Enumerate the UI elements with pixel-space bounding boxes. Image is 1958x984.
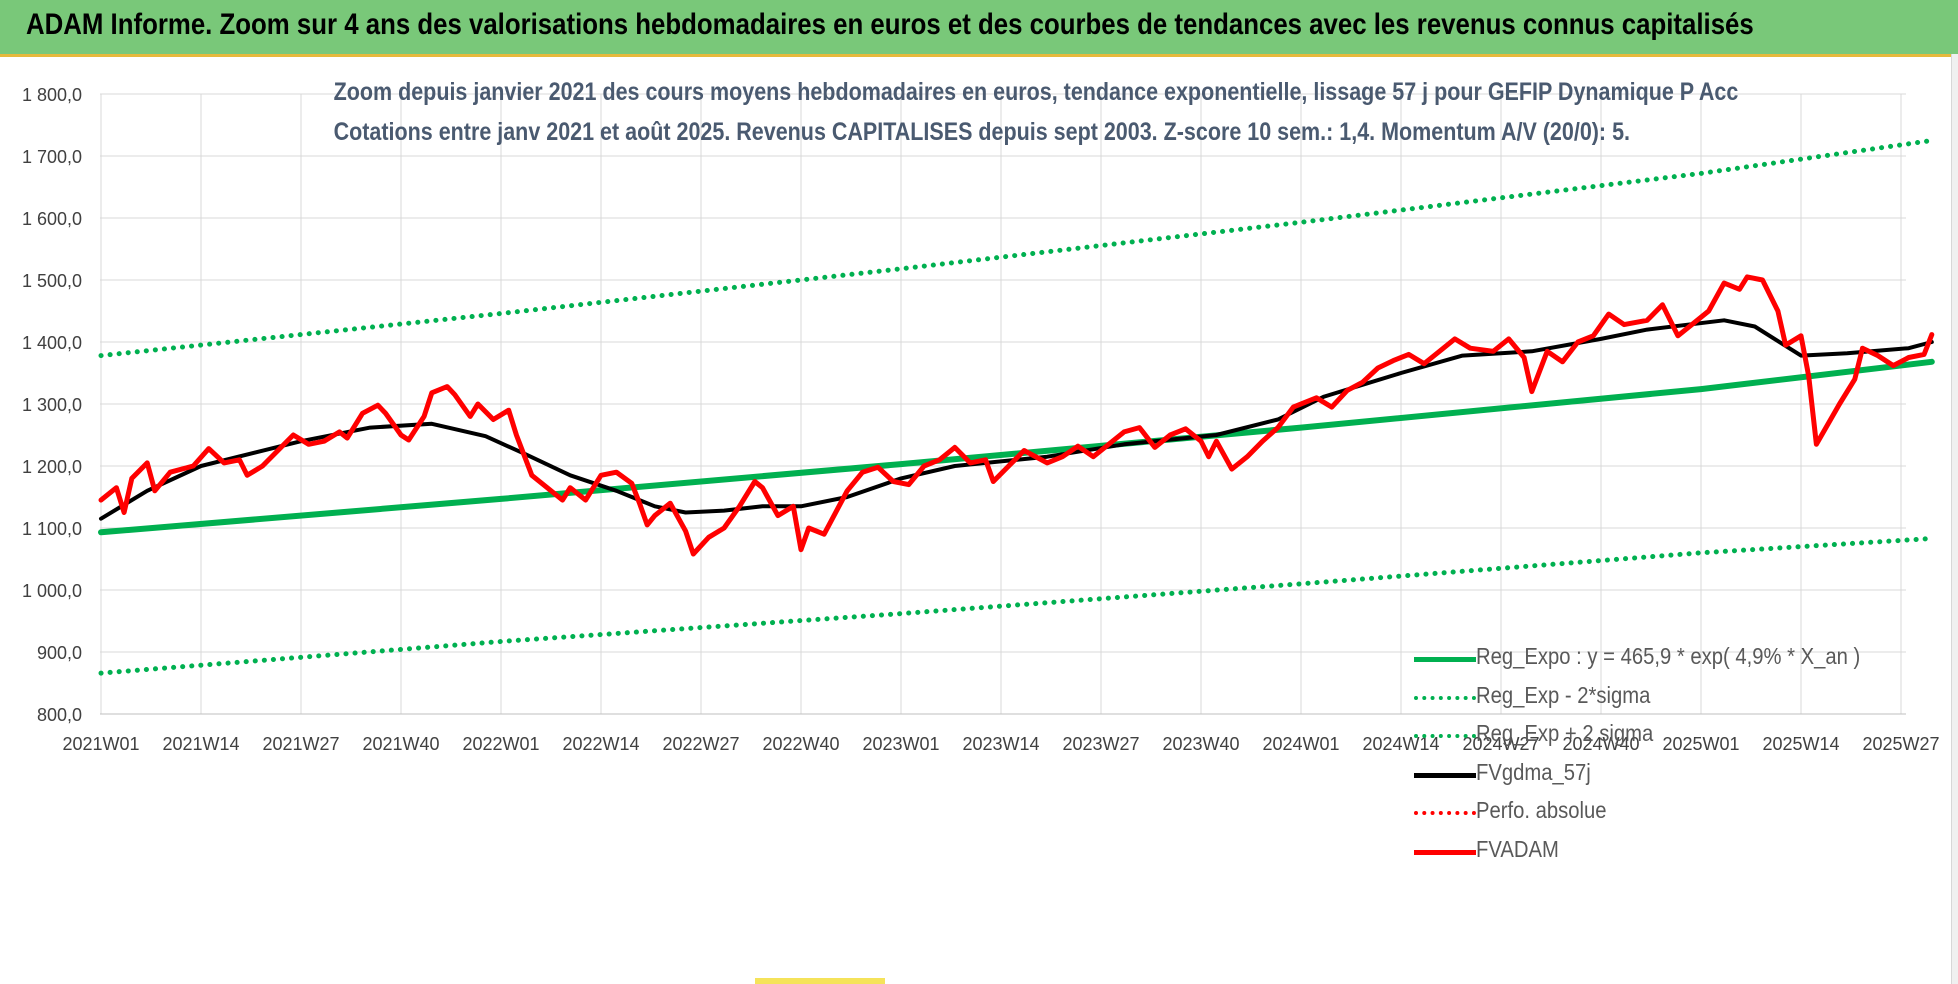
y-tick-label: 1 000,0: [22, 581, 82, 601]
legend-item: FVgdma_57j: [1410, 756, 1870, 795]
y-tick-label: 800,0: [37, 705, 82, 725]
y-tick-label: 1 100,0: [22, 519, 82, 539]
legend-label: FVgdma_57j: [1476, 758, 1591, 785]
series-line-2: [98, 138, 1935, 359]
series-line-3: [99, 318, 1934, 521]
legend-label: FVADAM: [1476, 835, 1559, 862]
legend-item: Reg_Exp - 2*sigma: [1410, 679, 1870, 718]
series-line-0: [98, 358, 1935, 536]
x-tick-label: 2025W01: [1662, 734, 1739, 754]
x-tick-label: 2021W01: [62, 734, 139, 754]
trend-chart: 800,0 900,0 1 000,0 1 100,0 1 200,0 1 300,0 1 …: [22, 85, 1940, 754]
window-edge: [1951, 54, 1958, 984]
legend-swatch: [1414, 734, 1476, 738]
x-tick-label: 2024W14: [1362, 734, 1439, 754]
x-tick-label: 2025W27: [1862, 734, 1939, 754]
x-tick-label: 2022W01: [462, 734, 539, 754]
y-tick-label: 1 600,0: [22, 209, 82, 229]
bottom-accent: [755, 978, 885, 984]
legend-label: Reg_Expo : y = 465,9 * exp( 4,9% * X_an …: [1476, 643, 1861, 669]
legend-item: Perfo. absolue: [1410, 794, 1870, 833]
x-tick-label: 2021W14: [162, 734, 239, 754]
y-tick-label: 1 400,0: [22, 333, 82, 353]
x-tick-label: 2023W40: [1162, 734, 1239, 754]
legend-item: Reg_Expo : y = 465,9 * exp( 4,9% * X_an …: [1410, 640, 1870, 679]
y-tick-label: 1 500,0: [22, 271, 82, 291]
x-tick-label: 2023W27: [1062, 734, 1139, 754]
legend-swatch: [1414, 772, 1476, 778]
chart-subtitle: Cotations entre janv 2021 et août 2025. …: [333, 118, 1630, 146]
legend-label: Perfo. absolue: [1476, 797, 1607, 823]
y-tick-label: 1 700,0: [22, 147, 82, 167]
legend-swatch: [1414, 657, 1476, 662]
legend-swatch: [1414, 811, 1476, 815]
x-tick-label: 2024W27: [1462, 734, 1539, 754]
x-tick-label: 2021W27: [262, 734, 339, 754]
y-tick-label: 1 800,0: [22, 85, 82, 105]
legend-item: FVADAM: [1410, 833, 1870, 872]
x-tick-label: 2023W14: [962, 734, 1039, 754]
report-banner: ADAM Informe. Zoom sur 4 ans des valoris…: [0, 0, 1958, 57]
series-line-1: [98, 536, 1935, 676]
y-tick-label: 900,0: [37, 643, 82, 663]
x-tick-label: 2021W40: [362, 734, 439, 754]
x-tick-label: 2024W01: [1262, 734, 1339, 754]
legend-label: Reg_Exp - 2*sigma: [1476, 681, 1651, 708]
legend-item: Reg_Exp + 2 sigma: [1410, 717, 1870, 756]
x-tick-label: 2022W40: [762, 734, 839, 754]
chart-legend: Reg_Expo : y = 465,9 * exp( 4,9% * X_an …: [1410, 640, 1870, 871]
y-tick-label: 1 200,0: [22, 457, 82, 477]
chart-title: Zoom depuis janvier 2021 des cours moyen…: [333, 78, 1739, 106]
legend-swatch: [1414, 849, 1476, 855]
y-tick-label: 1 300,0: [22, 395, 82, 415]
series-line-5: [98, 274, 1935, 557]
x-tick-label: 2022W14: [562, 734, 639, 754]
x-tick-label: 2025W14: [1762, 734, 1839, 754]
x-tick-label: 2023W01: [862, 734, 939, 754]
report-title: ADAM Informe. Zoom sur 4 ans des valoris…: [26, 8, 1754, 41]
legend-label: Reg_Exp + 2 sigma: [1476, 720, 1654, 746]
x-tick-label: 2024W40: [1562, 734, 1639, 754]
x-tick-label: 2022W27: [662, 734, 739, 754]
legend-swatch: [1414, 695, 1476, 700]
